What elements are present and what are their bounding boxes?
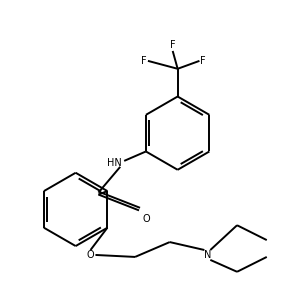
Text: F: F xyxy=(170,40,176,50)
Text: HN: HN xyxy=(107,158,122,168)
Text: O: O xyxy=(143,214,151,224)
Text: N: N xyxy=(204,250,211,260)
Text: F: F xyxy=(141,56,147,66)
Text: O: O xyxy=(87,250,94,260)
Text: F: F xyxy=(201,56,206,66)
